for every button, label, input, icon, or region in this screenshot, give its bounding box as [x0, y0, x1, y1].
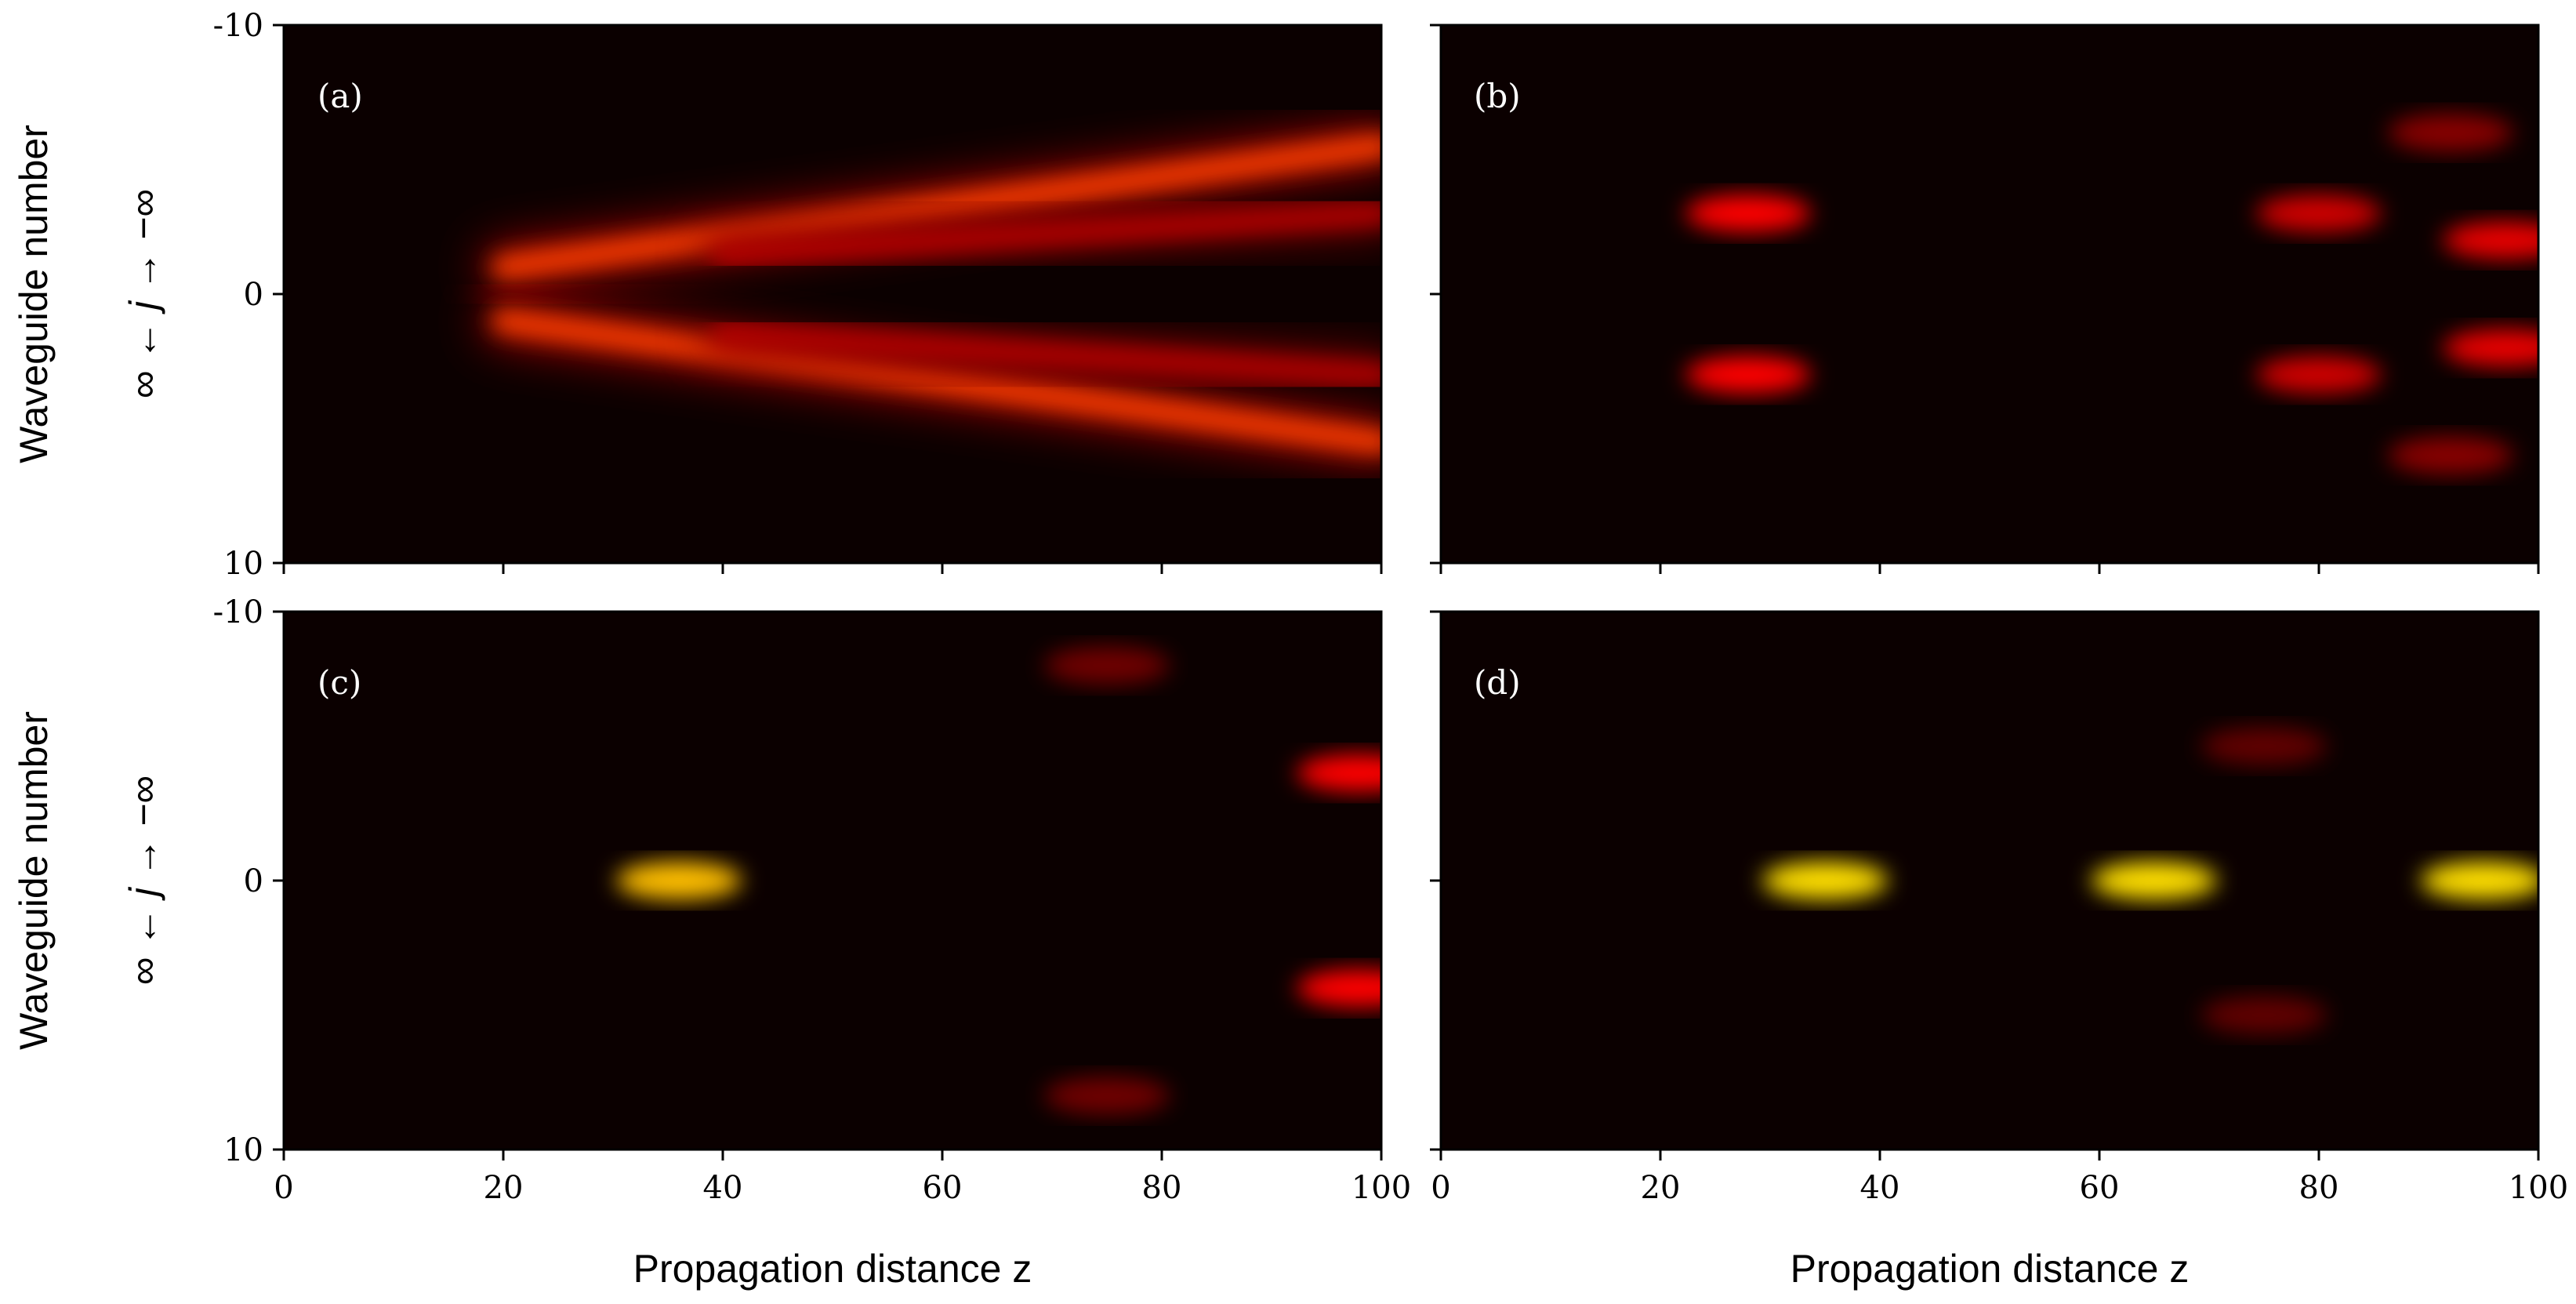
y-tick-label: 0 [244, 863, 263, 899]
intensity-blob [2443, 329, 2538, 367]
x-tick-label: 80 [1142, 1170, 1182, 1206]
x-axis [282, 563, 1383, 574]
x-tick-label: 20 [484, 1170, 524, 1206]
intensity-blob [1685, 355, 1811, 394]
panel-label: (d) [1474, 663, 1521, 702]
x-tick-label: 100 [2509, 1170, 2568, 1206]
intensity-blob [2443, 221, 2538, 260]
panel-label: (c) [317, 663, 361, 702]
y-axis: -10 0 10 [213, 594, 284, 1168]
x-tick-label: 40 [703, 1170, 743, 1206]
y-tick-label: -10 [213, 8, 263, 44]
x-axis: 0 20 40 60 80 100 [274, 1150, 1411, 1206]
y-axis [1430, 610, 1441, 1151]
x-tick-label: 80 [2299, 1170, 2339, 1206]
x-axis-label: Propagation distance z [633, 1247, 1032, 1291]
beam-core [711, 322, 1381, 387]
beam-core [492, 134, 1381, 279]
intensity-blob [2388, 114, 2513, 152]
x-tick-label: 0 [1431, 1170, 1450, 1206]
y-axis-title: Waveguide number [12, 125, 56, 463]
heatmap-marks [284, 646, 1381, 1115]
intensity-blob [2201, 996, 2327, 1034]
y-axis: -10 0 10 [213, 8, 284, 582]
y-tick-label: -10 [213, 594, 263, 630]
y-axis-title: Waveguide number [12, 711, 56, 1050]
x-tick-label: 0 [274, 1170, 293, 1206]
intensity-blob [2256, 194, 2382, 233]
y-axis-math: ∞ ← j → −∞ [122, 189, 165, 398]
intensity-blob [2388, 436, 2513, 474]
beam-core [492, 309, 1381, 454]
panel-label: (a) [317, 77, 363, 115]
heatmap-marks [1441, 727, 2538, 1034]
panel-c: (c) -10 0 10 0 20 40 60 80 100 Waveguide number… [12, 594, 1411, 1291]
y-axis-math-label: ∞ ← j → −∞ [122, 189, 165, 398]
panel-a: (a) -10 0 10 Waveguide number ∞ ← j → −∞ [12, 8, 1383, 582]
x-axis: 0 20 40 60 80 100 [1431, 1150, 2568, 1206]
x-tick-label: 60 [2080, 1170, 2120, 1206]
y-axis-label: Waveguide number [12, 711, 56, 1050]
intensity-blob [2256, 355, 2382, 394]
y-tick-label: 0 [244, 277, 263, 313]
y-axis [1430, 24, 1441, 565]
heatmap-marks [1441, 114, 2538, 474]
panel-label: (b) [1474, 77, 1521, 115]
intensity-blob [1297, 969, 1381, 1008]
beam-core [711, 202, 1381, 266]
intensity-blob [1297, 754, 1381, 792]
y-axis-label: Waveguide number [12, 125, 56, 463]
y-axis-math: ∞ ← j → −∞ [122, 775, 165, 985]
y-tick-label: 10 [223, 1132, 263, 1168]
x-tick-label: 40 [1860, 1170, 1900, 1206]
intensity-blob [1762, 861, 1888, 900]
y-tick-label: 10 [223, 546, 263, 582]
intensity-blob [1044, 1077, 1170, 1115]
heatmap-marks [284, 124, 1381, 464]
intensity-blob [1044, 646, 1170, 685]
intensity-blob [2201, 727, 2327, 765]
panel-b: (b) [1430, 24, 2540, 574]
x-tick-label: 60 [923, 1170, 963, 1206]
panel-d: (d) 0 20 40 60 80 100 Propagation distance z [1430, 610, 2568, 1291]
intensity-blob [616, 861, 742, 900]
y-axis-math-label: ∞ ← j → −∞ [122, 775, 165, 985]
intensity-blob [2092, 861, 2217, 900]
intensity-blob [1685, 194, 1811, 233]
x-tick-label: 100 [1351, 1170, 1411, 1206]
x-axis [1439, 563, 2540, 574]
intensity-blob [2421, 861, 2538, 900]
x-axis-label: Propagation distance z [1791, 1247, 2190, 1291]
x-tick-label: 20 [1641, 1170, 1681, 1206]
